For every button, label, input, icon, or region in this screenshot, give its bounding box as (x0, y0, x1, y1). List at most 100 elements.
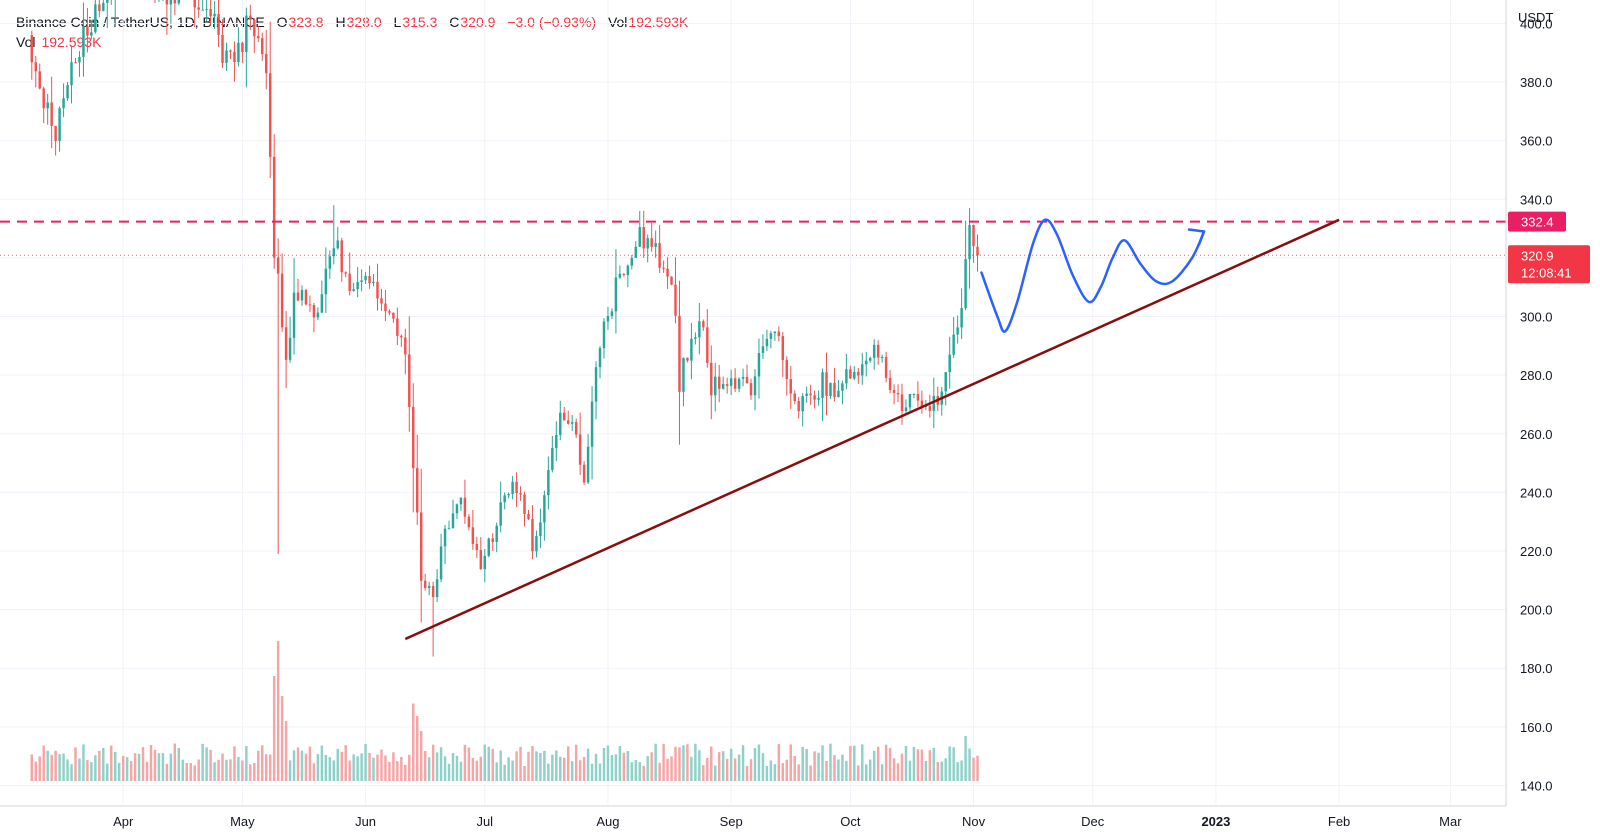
volume-bars (30, 641, 979, 781)
volume-bar (626, 751, 630, 781)
volume-bar (789, 744, 792, 781)
candle-body (479, 550, 483, 570)
volume-bar (205, 747, 208, 781)
currency-label[interactable]: USDT (1518, 10, 1553, 25)
candle-body (662, 267, 665, 269)
candle-body (229, 50, 232, 52)
volume-bar (415, 716, 419, 781)
volume-bar (785, 759, 789, 781)
candle-body (38, 71, 41, 89)
candle-body (82, 26, 85, 57)
candle-body (817, 397, 820, 400)
candle-body (209, 9, 212, 17)
candle-body (70, 62, 73, 86)
candle-body (594, 367, 598, 402)
candle-body (217, 13, 220, 35)
volume-bar (245, 746, 248, 781)
candle-body (320, 294, 324, 313)
candle-body (324, 268, 328, 295)
candle-body (511, 481, 514, 495)
candle-body (400, 335, 403, 338)
volume-bar (229, 759, 232, 781)
volume-bar (253, 763, 256, 781)
y-tick-label: 380.0 (1520, 75, 1553, 90)
volume-bar (106, 763, 109, 781)
candle-body (543, 495, 546, 523)
volume-bar (884, 744, 888, 781)
candle-body (690, 338, 693, 361)
volume-bar (58, 754, 61, 781)
volume-bar (372, 757, 375, 781)
volume-bar (46, 750, 49, 781)
volume-bar (801, 746, 804, 781)
candle-body (459, 497, 463, 505)
volume-bar (559, 756, 562, 781)
candle-body (606, 316, 610, 322)
volume-bar (439, 747, 443, 781)
candle-body (797, 401, 800, 412)
volume-bar (141, 747, 145, 781)
candle-body (809, 393, 812, 396)
candle-body (404, 337, 407, 355)
symbol-title[interactable]: Binance Coin / TetherUS, 1D, BINANCE (16, 14, 265, 30)
countdown-label: 12:08:41 (1521, 265, 1572, 280)
candle-body (821, 372, 824, 398)
volume-bar (380, 749, 383, 781)
volume-bar (161, 753, 165, 781)
candle-body (408, 354, 411, 407)
volume-bar (650, 752, 653, 781)
volume-bar (499, 750, 502, 781)
candle-body (356, 282, 359, 290)
volume-bar (912, 746, 916, 781)
candle-body (725, 384, 729, 386)
candle-body (972, 224, 975, 247)
y-tick-label: 240.0 (1520, 485, 1553, 500)
projection-curve (980, 218, 1206, 333)
volume-bar (276, 641, 280, 781)
candle-body (761, 346, 765, 354)
volume-bar (646, 756, 649, 781)
volume-bar (257, 750, 260, 781)
volume-bar (272, 676, 276, 781)
candle-body (757, 353, 761, 377)
candle-body (570, 422, 574, 424)
volume-bar (90, 762, 93, 781)
volume-bar (408, 754, 411, 781)
volume-bar (455, 755, 459, 781)
candle-body (62, 98, 65, 109)
volume-bar (618, 746, 622, 781)
candle-body (865, 360, 868, 365)
candle-body (896, 392, 900, 395)
candle-body (66, 85, 69, 99)
candle-body (880, 356, 884, 358)
candle-body (960, 308, 963, 328)
volume-bar (62, 753, 65, 781)
volume-bar (658, 762, 661, 781)
candle-body (737, 378, 741, 389)
candle-body (551, 447, 554, 471)
volume-bar (404, 764, 407, 781)
last-price-badge (1508, 245, 1590, 284)
volume-bar (304, 753, 308, 781)
volume-bar (348, 760, 351, 781)
x-tick-label: Jul (476, 814, 493, 829)
volume-bar (268, 754, 272, 781)
trend-line (404, 218, 1340, 641)
candle-body (241, 42, 244, 52)
candle-body (531, 519, 534, 552)
volume-bar (809, 765, 812, 781)
candle-body (439, 546, 443, 580)
volume-bar (797, 764, 800, 781)
volume-bar (507, 757, 510, 781)
candle-body (30, 35, 34, 63)
projection-arrowhead (1187, 228, 1206, 246)
vol-value: 192.593K (628, 14, 689, 30)
volume-bar (888, 748, 892, 781)
candle-body (638, 227, 641, 247)
candle-body (769, 333, 773, 339)
volume-bar (427, 757, 431, 781)
candle-body (221, 34, 224, 63)
volume-bar (74, 747, 77, 781)
